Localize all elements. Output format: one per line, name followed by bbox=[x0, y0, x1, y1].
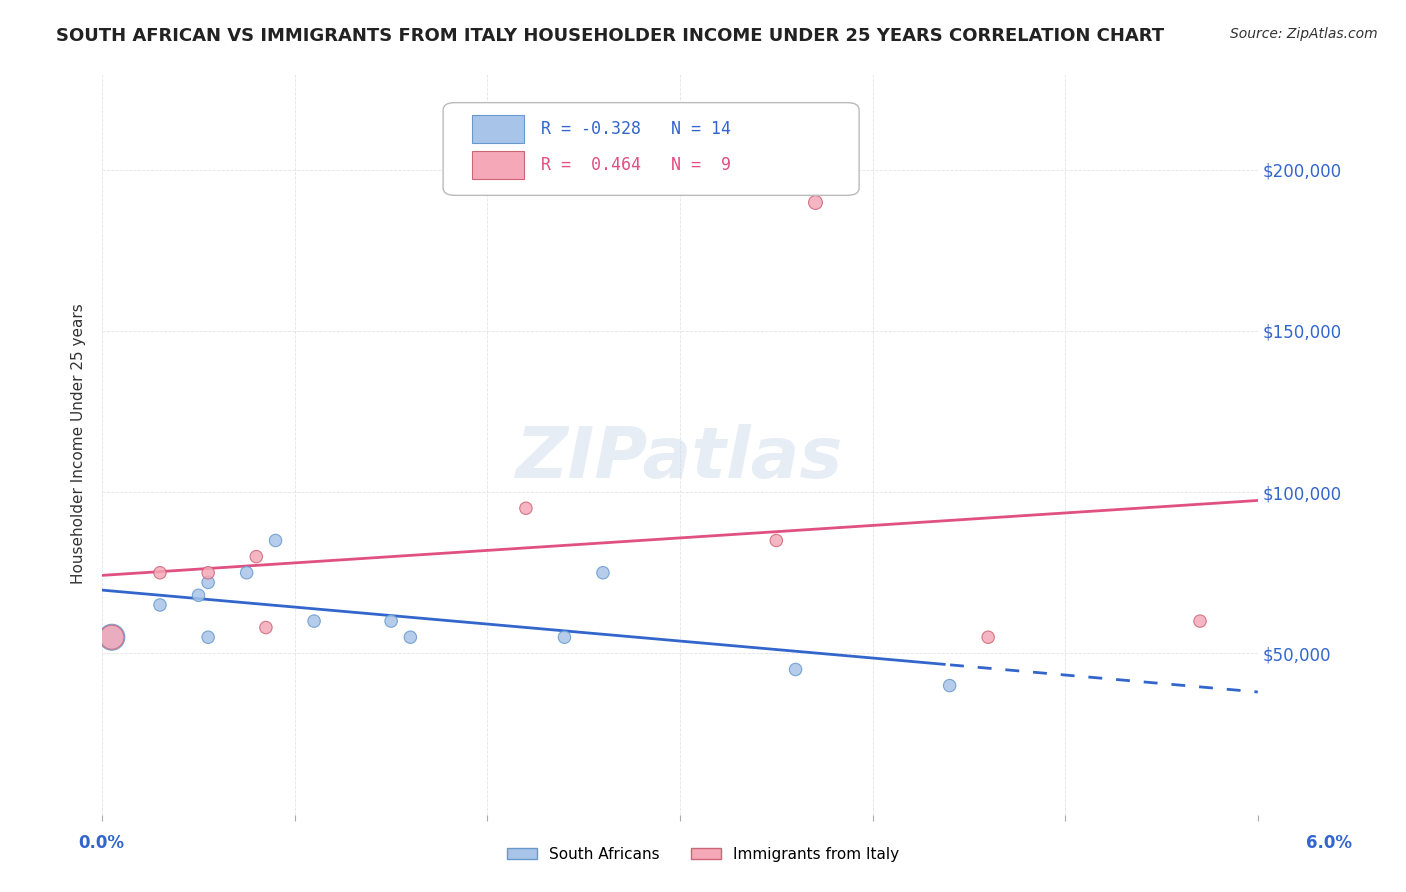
Point bbox=[977, 630, 1000, 644]
Point bbox=[101, 630, 124, 644]
Point bbox=[197, 566, 219, 580]
Point bbox=[553, 630, 575, 644]
Point bbox=[515, 501, 537, 516]
Text: 6.0%: 6.0% bbox=[1306, 834, 1351, 852]
Point bbox=[380, 614, 402, 628]
Point bbox=[1189, 614, 1212, 628]
Text: 0.0%: 0.0% bbox=[79, 834, 124, 852]
Text: R = -0.328   N = 14: R = -0.328 N = 14 bbox=[541, 120, 731, 138]
Point bbox=[399, 630, 422, 644]
Point bbox=[785, 663, 807, 677]
Point bbox=[149, 566, 172, 580]
Point bbox=[235, 566, 257, 580]
Point bbox=[264, 533, 287, 548]
Point bbox=[149, 598, 172, 612]
Point bbox=[592, 566, 614, 580]
Point bbox=[938, 679, 960, 693]
Text: ZIPatlas: ZIPatlas bbox=[516, 424, 844, 493]
FancyBboxPatch shape bbox=[472, 151, 524, 179]
Point bbox=[302, 614, 325, 628]
Y-axis label: Householder Income Under 25 years: Householder Income Under 25 years bbox=[72, 303, 86, 584]
Point bbox=[197, 630, 219, 644]
FancyBboxPatch shape bbox=[472, 115, 524, 144]
Point bbox=[197, 575, 219, 590]
Point bbox=[765, 533, 787, 548]
Text: SOUTH AFRICAN VS IMMIGRANTS FROM ITALY HOUSEHOLDER INCOME UNDER 25 YEARS CORRELA: SOUTH AFRICAN VS IMMIGRANTS FROM ITALY H… bbox=[56, 27, 1164, 45]
FancyBboxPatch shape bbox=[443, 103, 859, 195]
Text: R =  0.464   N =  9: R = 0.464 N = 9 bbox=[541, 156, 731, 174]
Point bbox=[101, 630, 124, 644]
Point bbox=[245, 549, 267, 564]
Point bbox=[804, 194, 827, 209]
Legend: South Africans, Immigrants from Italy: South Africans, Immigrants from Italy bbox=[501, 841, 905, 868]
Text: Source: ZipAtlas.com: Source: ZipAtlas.com bbox=[1230, 27, 1378, 41]
Point bbox=[187, 588, 209, 602]
Point bbox=[254, 621, 277, 635]
